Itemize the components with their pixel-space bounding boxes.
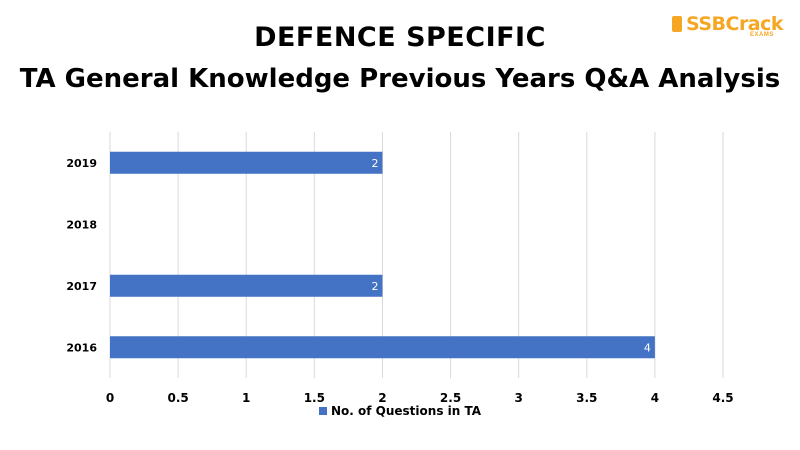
chart-title: DEFENCE SPECIFIC <box>254 22 546 53</box>
legend-label: No. of Questions in TA <box>330 404 482 418</box>
brand-mark-icon <box>672 16 682 32</box>
x-tick-label: 2.5 <box>440 391 461 405</box>
y-tick-label: 2019 <box>66 157 97 170</box>
x-tick-label: 3.5 <box>576 391 597 405</box>
chart-subtitle: TA General Knowledge Previous Years Q&A … <box>19 64 781 94</box>
y-tick-label: 2016 <box>66 341 97 354</box>
brand-subtext: EXAMS <box>750 32 774 38</box>
brand-name: SSBCrack <box>686 13 784 35</box>
x-tick-label: 0.5 <box>167 391 188 405</box>
data-label: 4 <box>644 341 651 354</box>
x-tick-label: 1.5 <box>304 391 325 405</box>
x-tick-label: 4.5 <box>712 391 733 405</box>
x-tick-label: 1 <box>242 391 250 405</box>
x-tick-label: 4 <box>651 391 659 405</box>
bar <box>110 151 383 174</box>
x-tick-label: 3 <box>514 391 522 405</box>
x-tick-label: 2 <box>378 391 386 405</box>
data-label: 2 <box>371 157 378 170</box>
brand-logo: SSBCrack EXAMS <box>672 13 784 40</box>
data-label: 2 <box>371 280 378 293</box>
bar <box>110 336 655 359</box>
legend-swatch <box>318 406 327 415</box>
legend: No. of Questions in TA <box>0 404 800 418</box>
y-tick-label: 2017 <box>66 280 97 293</box>
x-tick-label: 0 <box>106 391 114 405</box>
bar <box>110 274 383 297</box>
y-tick-label: 2018 <box>66 218 97 231</box>
